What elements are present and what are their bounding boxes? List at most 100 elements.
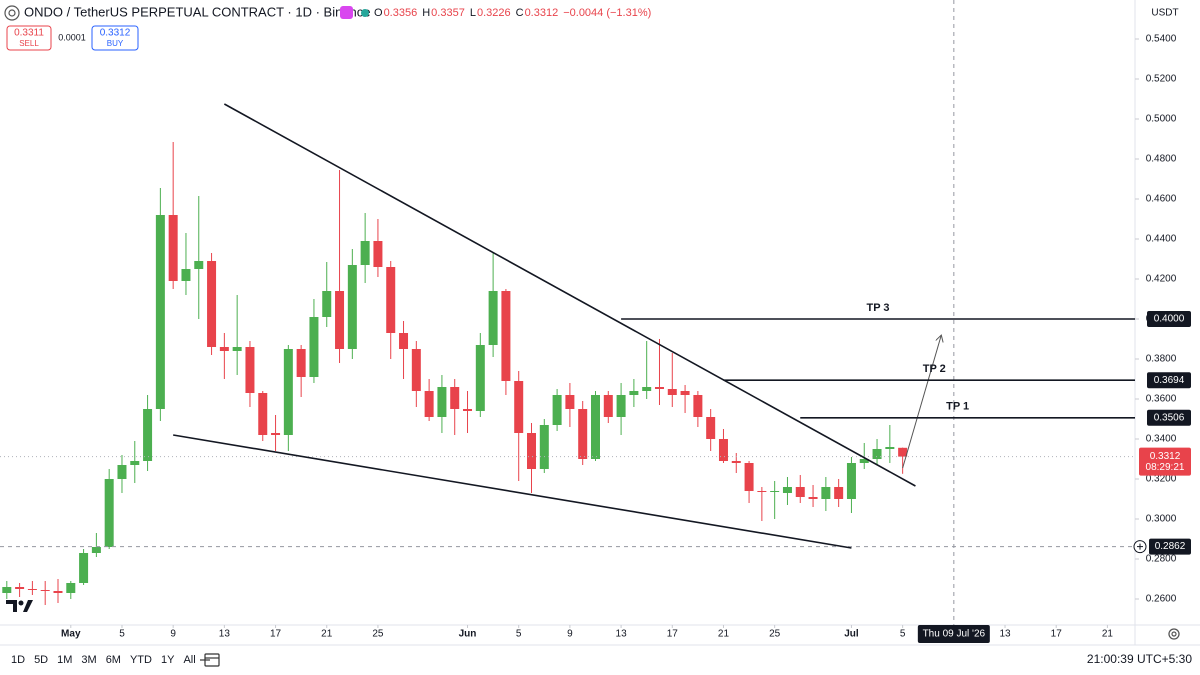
candle-body: [667, 389, 677, 395]
candle-body: [821, 487, 831, 499]
candle-body: [898, 447, 908, 457]
candle-body: [578, 409, 588, 459]
target-price-label: 0.3694: [1154, 375, 1185, 386]
timeframe-button[interactable]: All: [183, 654, 195, 666]
candle-body: [360, 241, 370, 265]
candle-body: [15, 587, 25, 589]
x-tick-label: 9: [170, 629, 176, 640]
candle-body: [322, 291, 332, 317]
crosshair-date-box: [917, 625, 990, 643]
change: −0.0044 (−1.31%): [563, 7, 651, 19]
plot-area: [2, 142, 908, 605]
y-tick-label: 0.4800: [1146, 154, 1177, 165]
candle-body: [117, 465, 127, 479]
candle-body: [194, 261, 204, 269]
candle-body: [744, 463, 754, 491]
target-label: TP 3: [867, 302, 890, 314]
candle-body: [450, 387, 460, 409]
candle-body: [488, 291, 498, 345]
timeframe-button[interactable]: 6M: [106, 654, 121, 666]
target-price-box: [1147, 372, 1191, 389]
candle-body: [475, 345, 485, 411]
flag-icon[interactable]: [340, 6, 353, 19]
x-tick-label: 13: [616, 629, 628, 640]
target-price-box: [1147, 409, 1191, 426]
candle-body: [731, 461, 741, 463]
spread: 0.0001: [58, 32, 86, 42]
candle-body: [40, 590, 50, 591]
ohlc-value: 0.3312: [525, 7, 559, 19]
projection-arrow: [902, 336, 941, 469]
timeframe-button[interactable]: 1D: [11, 654, 25, 666]
candle-body: [501, 291, 511, 381]
target-price-label: 0.3506: [1154, 412, 1185, 423]
x-tick-label: Jul: [844, 629, 859, 640]
candle-body: [399, 333, 409, 349]
x-tick-label: 21: [321, 629, 333, 640]
trendline: [223, 103, 916, 487]
candle-body: [386, 267, 396, 333]
x-tick-label: 17: [1051, 629, 1063, 640]
y-tick-label: 0.3800: [1146, 354, 1177, 365]
ohlc-label: L: [470, 7, 476, 19]
symbol-icon-inner: [8, 9, 16, 17]
x-tick-label: 13: [219, 629, 231, 640]
buy-button[interactable]: [91, 25, 139, 51]
candle-body: [885, 447, 895, 449]
candle-body: [424, 391, 434, 417]
x-tick-label: Jun: [459, 629, 477, 640]
timeframe-button[interactable]: 1M: [57, 654, 72, 666]
candle-body: [2, 587, 12, 593]
target-price-label: 0.4000: [1154, 314, 1185, 325]
symbol-icon: [4, 5, 20, 21]
candle-body: [834, 487, 844, 499]
x-tick-label: 5: [119, 629, 125, 640]
y-tick-label: 0.3200: [1146, 474, 1177, 485]
last-price-box: [1139, 447, 1191, 476]
candle-body: [693, 395, 703, 417]
timeframe-button[interactable]: 5D: [34, 654, 48, 666]
sell-button[interactable]: [6, 25, 52, 51]
candle-body: [143, 409, 153, 461]
y-tick-label: 0.5200: [1146, 74, 1177, 85]
candle-body: [437, 387, 447, 417]
ohlc-label: H: [422, 7, 430, 19]
candle-body: [130, 461, 140, 465]
candle-body: [258, 393, 268, 435]
candle-body: [590, 395, 600, 459]
buy-price: 0.3312: [100, 28, 131, 39]
candle-body: [795, 487, 805, 497]
x-tick-label: 21: [718, 629, 730, 640]
timeframe-button[interactable]: 3M: [81, 654, 96, 666]
candle-body: [91, 547, 101, 553]
candle-body: [411, 349, 421, 391]
candle-body: [859, 459, 869, 463]
date-range-icon[interactable]: [200, 653, 220, 667]
candle-body: [104, 479, 114, 547]
candle-body: [846, 463, 856, 499]
ohlc-value: 0.3226: [477, 7, 511, 19]
candle-body: [552, 395, 562, 425]
settings-icon[interactable]: [1168, 628, 1180, 640]
timeframe-button[interactable]: 1Y: [161, 654, 175, 666]
candle-body: [27, 589, 37, 590]
candle-body: [539, 425, 549, 469]
x-tick-label: 9: [567, 629, 573, 640]
candle-body: [642, 387, 652, 391]
x-tick-label: May: [61, 629, 81, 640]
candle-body: [219, 347, 229, 351]
candle-body: [79, 553, 89, 583]
candle-body: [629, 391, 639, 395]
candle-body: [654, 387, 664, 389]
candle-body: [782, 487, 792, 493]
candle-body: [373, 241, 383, 267]
crosshair-price-label: 0.2862: [1155, 541, 1186, 552]
status-dot: [361, 9, 369, 17]
ohlc-value: 0.3357: [431, 7, 465, 19]
candle-body: [66, 583, 76, 593]
candle-body: [718, 439, 728, 461]
candle-body: [808, 497, 818, 499]
candle-body: [347, 265, 357, 349]
candle-body: [757, 491, 767, 492]
timeframe-button[interactable]: YTD: [130, 654, 152, 666]
